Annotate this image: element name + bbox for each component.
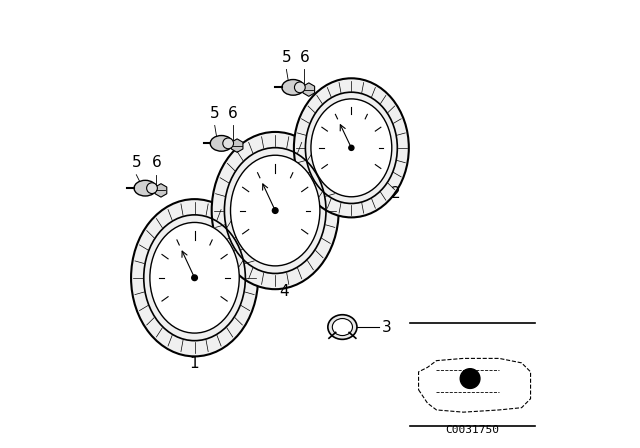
Text: 4: 4 xyxy=(279,284,289,299)
Ellipse shape xyxy=(282,80,305,95)
Circle shape xyxy=(294,82,305,93)
Ellipse shape xyxy=(150,223,239,333)
Ellipse shape xyxy=(212,132,339,289)
Ellipse shape xyxy=(134,181,157,196)
Text: 5: 5 xyxy=(210,106,220,121)
Circle shape xyxy=(460,369,480,388)
Ellipse shape xyxy=(211,135,233,151)
Ellipse shape xyxy=(294,78,409,217)
Circle shape xyxy=(192,275,197,280)
Text: 6: 6 xyxy=(228,106,237,121)
Text: 2: 2 xyxy=(391,186,401,201)
Circle shape xyxy=(349,145,354,151)
Ellipse shape xyxy=(311,99,392,197)
Ellipse shape xyxy=(230,155,320,266)
Circle shape xyxy=(147,183,157,194)
Text: 6: 6 xyxy=(152,155,161,170)
Text: C0031750: C0031750 xyxy=(445,425,499,435)
Ellipse shape xyxy=(332,319,353,336)
Circle shape xyxy=(223,138,234,149)
Ellipse shape xyxy=(328,314,357,340)
Text: 1: 1 xyxy=(189,356,200,371)
Text: 5: 5 xyxy=(131,155,141,170)
Text: 3: 3 xyxy=(382,320,392,336)
Text: 5: 5 xyxy=(282,50,291,65)
Ellipse shape xyxy=(131,199,258,357)
Text: 6: 6 xyxy=(300,50,309,65)
Circle shape xyxy=(273,208,278,213)
